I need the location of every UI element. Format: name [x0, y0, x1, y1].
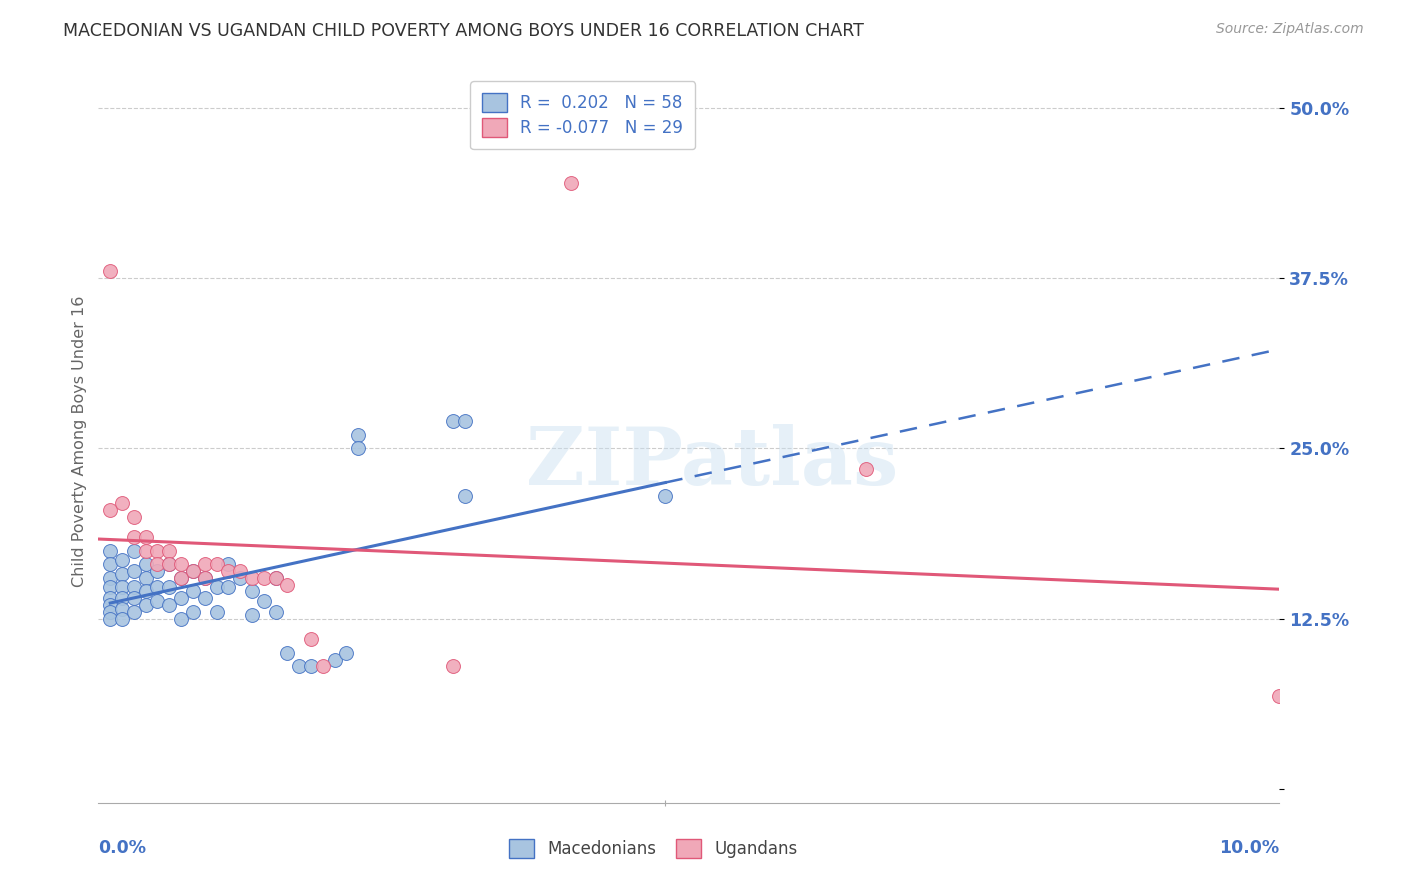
- Point: [146, 543, 169, 558]
- Point: [157, 558, 180, 572]
- Point: [205, 581, 228, 595]
- Text: 0.0%: 0.0%: [98, 838, 146, 857]
- Point: [347, 427, 370, 442]
- Point: [1268, 690, 1291, 704]
- Point: [111, 602, 134, 616]
- Point: [654, 489, 676, 503]
- Point: [146, 594, 169, 608]
- Point: [111, 566, 134, 581]
- Point: [135, 598, 157, 612]
- Point: [146, 558, 169, 572]
- Point: [264, 571, 287, 585]
- Point: [194, 558, 217, 572]
- Point: [135, 571, 157, 585]
- Point: [122, 581, 145, 595]
- Point: [98, 591, 121, 606]
- Point: [205, 605, 228, 619]
- Point: [157, 598, 180, 612]
- Point: [111, 612, 134, 626]
- Point: [98, 264, 121, 278]
- Point: [111, 591, 134, 606]
- Point: [194, 591, 217, 606]
- Point: [98, 605, 121, 619]
- Point: [98, 502, 121, 516]
- Point: [217, 558, 239, 572]
- Point: [111, 496, 134, 510]
- Point: [264, 605, 287, 619]
- Point: [98, 543, 121, 558]
- Text: 10.0%: 10.0%: [1219, 838, 1279, 857]
- Point: [157, 558, 180, 572]
- Point: [253, 594, 276, 608]
- Point: [170, 571, 193, 585]
- Point: [240, 571, 263, 585]
- Point: [122, 530, 145, 544]
- Point: [157, 543, 180, 558]
- Point: [229, 571, 252, 585]
- Point: [441, 414, 464, 428]
- Point: [253, 571, 276, 585]
- Point: [135, 584, 157, 599]
- Point: [181, 564, 204, 578]
- Text: ZIPatlas: ZIPatlas: [526, 425, 898, 502]
- Point: [98, 571, 121, 585]
- Point: [453, 489, 475, 503]
- Point: [157, 581, 180, 595]
- Point: [453, 414, 475, 428]
- Point: [229, 564, 252, 578]
- Point: [217, 581, 239, 595]
- Point: [299, 632, 322, 647]
- Point: [181, 564, 204, 578]
- Point: [122, 509, 145, 524]
- Point: [312, 659, 335, 673]
- Text: Source: ZipAtlas.com: Source: ZipAtlas.com: [1216, 22, 1364, 37]
- Point: [170, 571, 193, 585]
- Point: [264, 571, 287, 585]
- Point: [122, 564, 145, 578]
- Point: [98, 581, 121, 595]
- Point: [323, 653, 346, 667]
- Point: [299, 659, 322, 673]
- Point: [560, 176, 582, 190]
- Point: [135, 530, 157, 544]
- Point: [146, 564, 169, 578]
- Point: [276, 577, 298, 591]
- Point: [276, 646, 298, 660]
- Point: [240, 584, 263, 599]
- Point: [146, 581, 169, 595]
- Point: [181, 605, 204, 619]
- Point: [347, 442, 370, 456]
- Point: [98, 558, 121, 572]
- Point: [217, 564, 239, 578]
- Point: [194, 571, 217, 585]
- Point: [288, 659, 311, 673]
- Point: [335, 646, 357, 660]
- Point: [122, 591, 145, 606]
- Point: [98, 598, 121, 612]
- Point: [170, 558, 193, 572]
- Point: [135, 543, 157, 558]
- Point: [170, 591, 193, 606]
- Y-axis label: Child Poverty Among Boys Under 16: Child Poverty Among Boys Under 16: [72, 296, 87, 587]
- Legend: Macedonians, Ugandans: Macedonians, Ugandans: [501, 830, 806, 867]
- Point: [98, 612, 121, 626]
- Point: [240, 607, 263, 622]
- Point: [111, 581, 134, 595]
- Point: [135, 558, 157, 572]
- Text: MACEDONIAN VS UGANDAN CHILD POVERTY AMONG BOYS UNDER 16 CORRELATION CHART: MACEDONIAN VS UGANDAN CHILD POVERTY AMON…: [63, 22, 865, 40]
- Point: [205, 558, 228, 572]
- Point: [181, 584, 204, 599]
- Point: [170, 612, 193, 626]
- Point: [855, 462, 877, 476]
- Point: [194, 571, 217, 585]
- Point: [122, 543, 145, 558]
- Point: [111, 553, 134, 567]
- Point: [441, 659, 464, 673]
- Point: [122, 605, 145, 619]
